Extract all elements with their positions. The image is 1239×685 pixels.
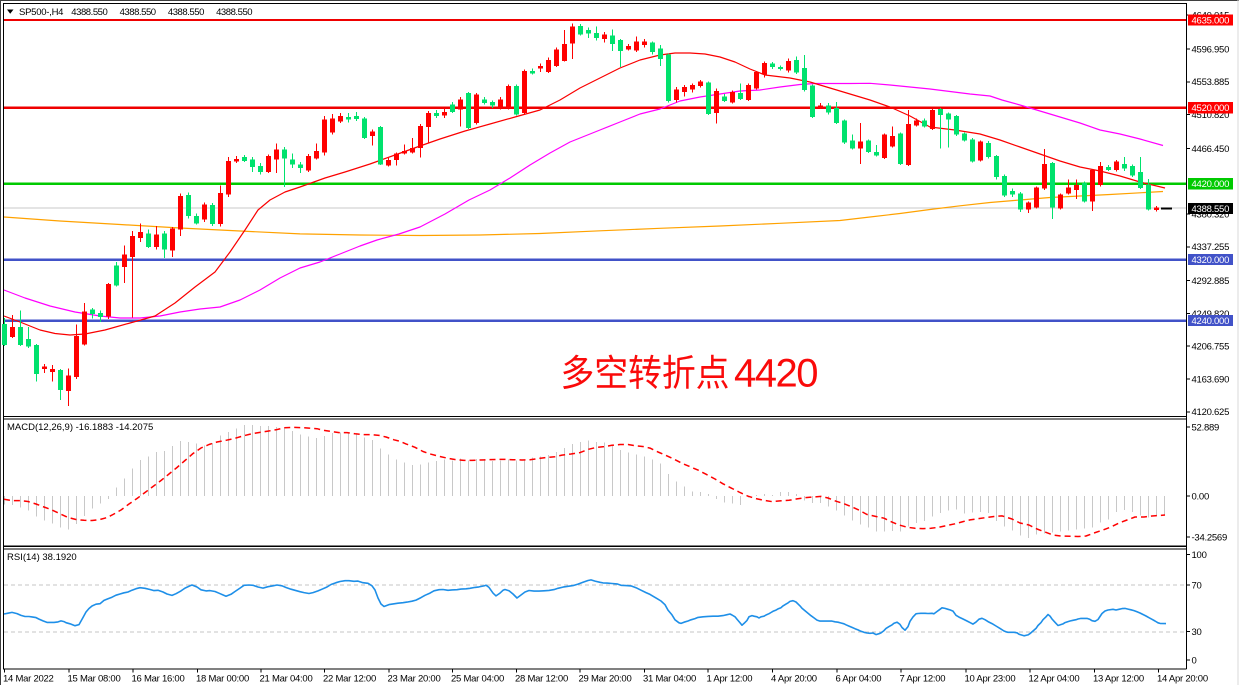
svg-text:4206.755: 4206.755 [1192, 342, 1230, 353]
svg-text:4388.550: 4388.550 [168, 7, 204, 18]
svg-text:4635.000: 4635.000 [1192, 15, 1230, 26]
svg-text:31 Mar 04:00: 31 Mar 04:00 [643, 674, 696, 685]
svg-text:30: 30 [1192, 627, 1202, 638]
svg-text:4510.820: 4510.820 [1192, 110, 1230, 121]
svg-text:21 Mar 04:00: 21 Mar 04:00 [260, 674, 313, 685]
svg-text:4466.450: 4466.450 [1192, 144, 1230, 155]
svg-text:14 Apr 20:00: 14 Apr 20:00 [1157, 674, 1208, 685]
svg-text:10 Apr 23:00: 10 Apr 23:00 [965, 674, 1016, 685]
svg-text:4388.550: 4388.550 [120, 7, 156, 18]
svg-text:16 Mar 16:00: 16 Mar 16:00 [132, 674, 185, 685]
svg-text:0.00: 0.00 [1192, 492, 1210, 503]
svg-text:15 Mar 08:00: 15 Mar 08:00 [68, 674, 121, 685]
svg-text:4388.550: 4388.550 [71, 7, 107, 18]
svg-text:14 Mar 2022: 14 Mar 2022 [3, 674, 54, 685]
svg-text:4292.885: 4292.885 [1192, 276, 1230, 287]
svg-text:4249.820: 4249.820 [1192, 309, 1230, 320]
svg-text:4420.000: 4420.000 [1192, 179, 1230, 190]
svg-text:23 Mar 20:00: 23 Mar 20:00 [388, 674, 441, 685]
svg-text:4120.625: 4120.625 [1192, 407, 1230, 418]
svg-text:13 Apr 12:00: 13 Apr 12:00 [1093, 674, 1144, 685]
svg-text:4240.000: 4240.000 [1192, 316, 1230, 327]
svg-text:SP500-,H4: SP500-,H4 [19, 7, 63, 18]
svg-text:0: 0 [1192, 655, 1197, 666]
svg-text:52.889: 52.889 [1192, 422, 1220, 433]
svg-text:28 Mar 12:00: 28 Mar 12:00 [515, 674, 568, 685]
svg-text:4388.550: 4388.550 [1192, 204, 1230, 215]
svg-text:4420: 4420 [734, 352, 817, 396]
svg-text:100: 100 [1192, 550, 1207, 561]
svg-text:1 Apr 12:00: 1 Apr 12:00 [707, 674, 753, 685]
svg-text:70: 70 [1192, 581, 1202, 592]
svg-text:22 Mar 12:00: 22 Mar 12:00 [323, 674, 376, 685]
svg-text:4 Apr 20:00: 4 Apr 20:00 [771, 674, 817, 685]
svg-text:4520.000: 4520.000 [1192, 103, 1230, 114]
svg-text:-34.2569: -34.2569 [1192, 532, 1228, 543]
svg-text:4388.550: 4388.550 [216, 7, 252, 18]
svg-text:4553.885: 4553.885 [1192, 77, 1230, 88]
svg-text:25 Mar 04:00: 25 Mar 04:00 [451, 674, 504, 685]
svg-text:18 Mar 00:00: 18 Mar 00:00 [196, 674, 249, 685]
svg-text:MACD(12,26,9) -16.1883 -14.207: MACD(12,26,9) -16.1883 -14.2075 [7, 422, 153, 433]
svg-text:29 Mar 20:00: 29 Mar 20:00 [579, 674, 632, 685]
svg-text:4320.000: 4320.000 [1192, 255, 1230, 266]
svg-text:4380.320: 4380.320 [1192, 209, 1230, 220]
svg-text:12 Apr 04:00: 12 Apr 04:00 [1029, 674, 1080, 685]
svg-text:7 Apr 12:00: 7 Apr 12:00 [900, 674, 946, 685]
svg-text:6 Apr 04:00: 6 Apr 04:00 [836, 674, 882, 685]
svg-text:4596.950: 4596.950 [1192, 44, 1230, 55]
svg-text:RSI(14) 38.1920: RSI(14) 38.1920 [7, 552, 77, 563]
svg-text:4337.255: 4337.255 [1192, 242, 1230, 253]
svg-text:4163.690: 4163.690 [1192, 374, 1230, 385]
